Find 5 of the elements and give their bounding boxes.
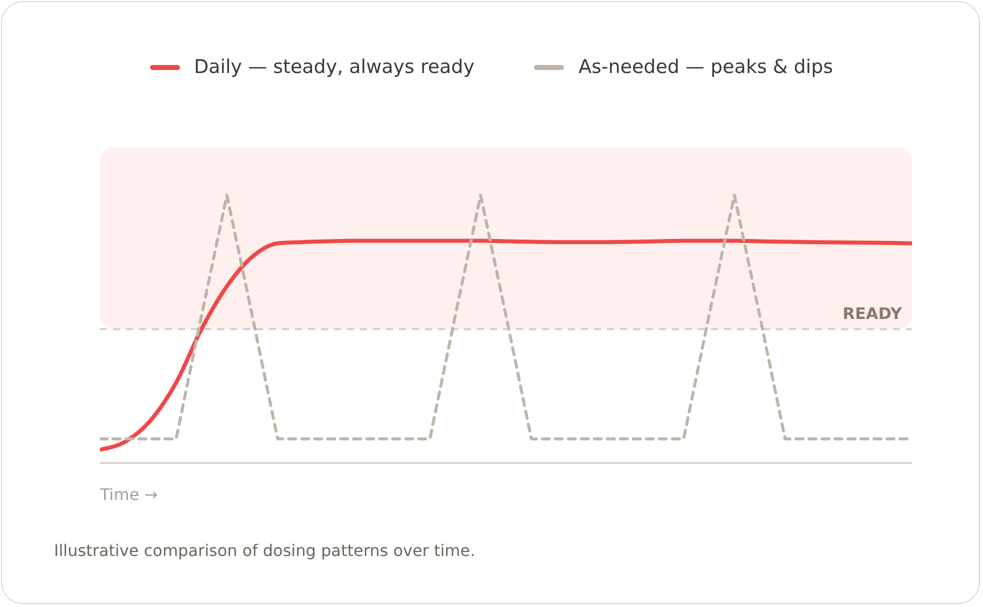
legend-label: As-needed — peaks & dips: [578, 56, 834, 78]
legend-label: Daily — steady, always ready: [194, 56, 474, 78]
ref-line-label: READY: [842, 304, 902, 324]
text: Illustrative comparison of dosing patterns over time.: [54, 541, 476, 560]
x-axis-title: Time →: [100, 485, 158, 504]
